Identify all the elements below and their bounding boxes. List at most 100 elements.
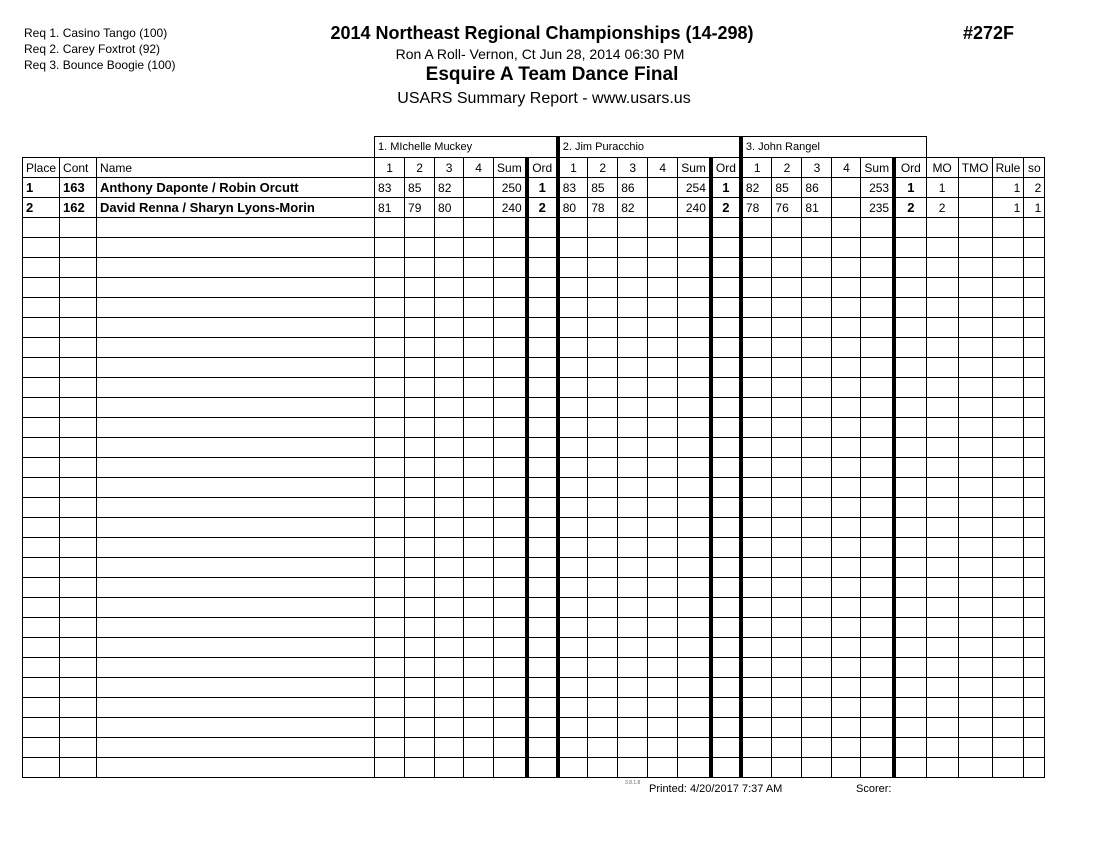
score-cell [801,557,833,578]
score-cell [738,397,773,418]
score-cell [374,397,406,418]
score-cell [404,697,436,718]
name-cell [96,537,376,558]
ordinal-cell [892,357,927,378]
sum-cell [860,497,895,518]
score-cell [555,597,589,618]
score-cell [771,237,803,258]
ordinal-cell [892,637,927,658]
score-cell [463,257,495,278]
score-cell [374,557,406,578]
so-cell [1023,277,1046,298]
name-cell [96,277,376,298]
ordinal-cell [708,617,742,638]
score-cell [771,577,803,598]
header-mark: 1 [738,157,773,178]
ordinal-cell [892,397,927,418]
score-cell [434,497,465,518]
score-cell [831,197,862,218]
score-cell [587,737,619,758]
score-cell [434,637,465,658]
so-cell [1023,657,1046,678]
score-cell [404,317,436,338]
sum-cell [860,757,895,778]
so-cell [1023,677,1046,698]
score-cell [801,297,833,318]
so-cell [1023,357,1046,378]
sum-cell [677,697,712,718]
score-cell [587,457,619,478]
score-cell [801,377,833,398]
header-mark: 2 [404,157,436,178]
score-cell [404,257,436,278]
cont-cell [59,437,98,458]
name-cell: David Renna / Sharyn Lyons-Morin [96,197,376,218]
empty-row [21,737,1046,758]
score-cell [587,337,619,358]
score-cell [738,317,773,338]
report-title: USARS Summary Report - www.usars.us [397,90,691,107]
score-cell [771,617,803,638]
sum-cell [677,577,712,598]
empty-row [21,237,1046,258]
ordinal-cell [524,237,559,258]
empty-row [21,417,1046,438]
score-cell [374,277,406,298]
ordinal-cell [892,717,927,738]
score-cell [738,597,773,618]
score-cell [555,637,589,658]
sum-cell [493,477,528,498]
ordinal-cell [892,537,927,558]
ordinal-cell [892,497,927,518]
competition-title: 2014 Northeast Regional Championships (1… [330,23,754,43]
score-cell [831,597,862,618]
name-cell [96,737,376,758]
score-cell [738,637,773,658]
score-cell [617,757,649,778]
score-cell [463,757,495,778]
score-cell [374,317,406,338]
score-cell [647,217,679,238]
score-cell [374,377,406,398]
name-cell [96,577,376,598]
empty-row [21,317,1046,338]
score-cell [555,657,589,678]
ordinal-cell [892,297,927,318]
score-cell [771,397,803,418]
sum-cell [493,277,528,298]
score-cell [771,257,803,278]
rule-cell [991,337,1025,358]
score-cell [374,697,406,718]
rule-cell [991,237,1025,258]
score-cell [434,437,465,458]
header-mark: 3 [434,157,465,178]
score-cell [555,437,589,458]
score-cell [555,697,589,718]
ordinal-cell [708,497,742,518]
score-cell [587,637,619,658]
ordinal-cell [708,397,742,418]
name-cell [96,717,376,738]
sum-cell [677,617,712,638]
score-cell [801,517,833,538]
score-cell [647,597,679,618]
empty-row [21,477,1046,498]
ordinal-cell [524,757,559,778]
cont-cell [59,497,98,518]
score-cell [374,357,406,378]
header-mo: MO [925,157,959,178]
score-cell [374,477,406,498]
score-cell: 83 [374,177,406,198]
ordinal-cell [708,637,742,658]
score-cell [617,717,649,738]
cont-cell [59,317,98,338]
rule-cell [991,417,1025,438]
so-cell [1023,297,1046,318]
score-cell [831,377,862,398]
score-cell [463,617,495,638]
score-cell [404,637,436,658]
mo-cell [925,677,959,698]
tmo-cell [957,397,993,418]
score-cell [434,717,465,738]
sum-cell [493,417,528,438]
